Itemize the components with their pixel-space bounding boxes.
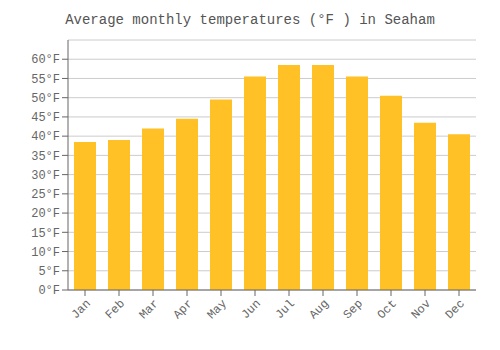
svg-text:10°F: 10°F — [31, 246, 60, 260]
svg-text:60°F: 60°F — [31, 53, 60, 67]
svg-text:Feb: Feb — [103, 297, 128, 322]
html-text:Average monthly temperatures (: Average monthly temperatures (°F ) in Se… — [65, 12, 435, 28]
svg-text:20°F: 20°F — [31, 207, 60, 221]
svg-text:50°F: 50°F — [31, 92, 60, 106]
svg-text:Aug: Aug — [307, 297, 332, 322]
svg-text:Jul: Jul — [273, 297, 298, 322]
svg-text:Nov: Nov — [409, 297, 434, 322]
svg-text:Dec: Dec — [443, 297, 468, 322]
svg-text:May: May — [205, 297, 230, 322]
svg-text:45°F: 45°F — [31, 111, 60, 125]
svg-text:55°F: 55°F — [31, 73, 60, 87]
svg-text:Oct: Oct — [375, 297, 400, 322]
svg-text:0°F: 0°F — [38, 284, 60, 298]
svg-text:35°F: 35°F — [31, 150, 60, 164]
svg-text:30°F: 30°F — [31, 169, 60, 183]
svg-text:25°F: 25°F — [31, 188, 60, 202]
svg-text:40°F: 40°F — [31, 130, 60, 144]
svg-text:Jun: Jun — [239, 297, 264, 322]
svg-text:Mar: Mar — [137, 297, 162, 322]
svg-text:15°F: 15°F — [31, 227, 60, 241]
svg-text:5°F: 5°F — [38, 265, 60, 279]
svg-text:Apr: Apr — [171, 297, 196, 322]
svg-text:Jan: Jan — [69, 297, 94, 322]
svg-text:Sep: Sep — [341, 297, 366, 322]
